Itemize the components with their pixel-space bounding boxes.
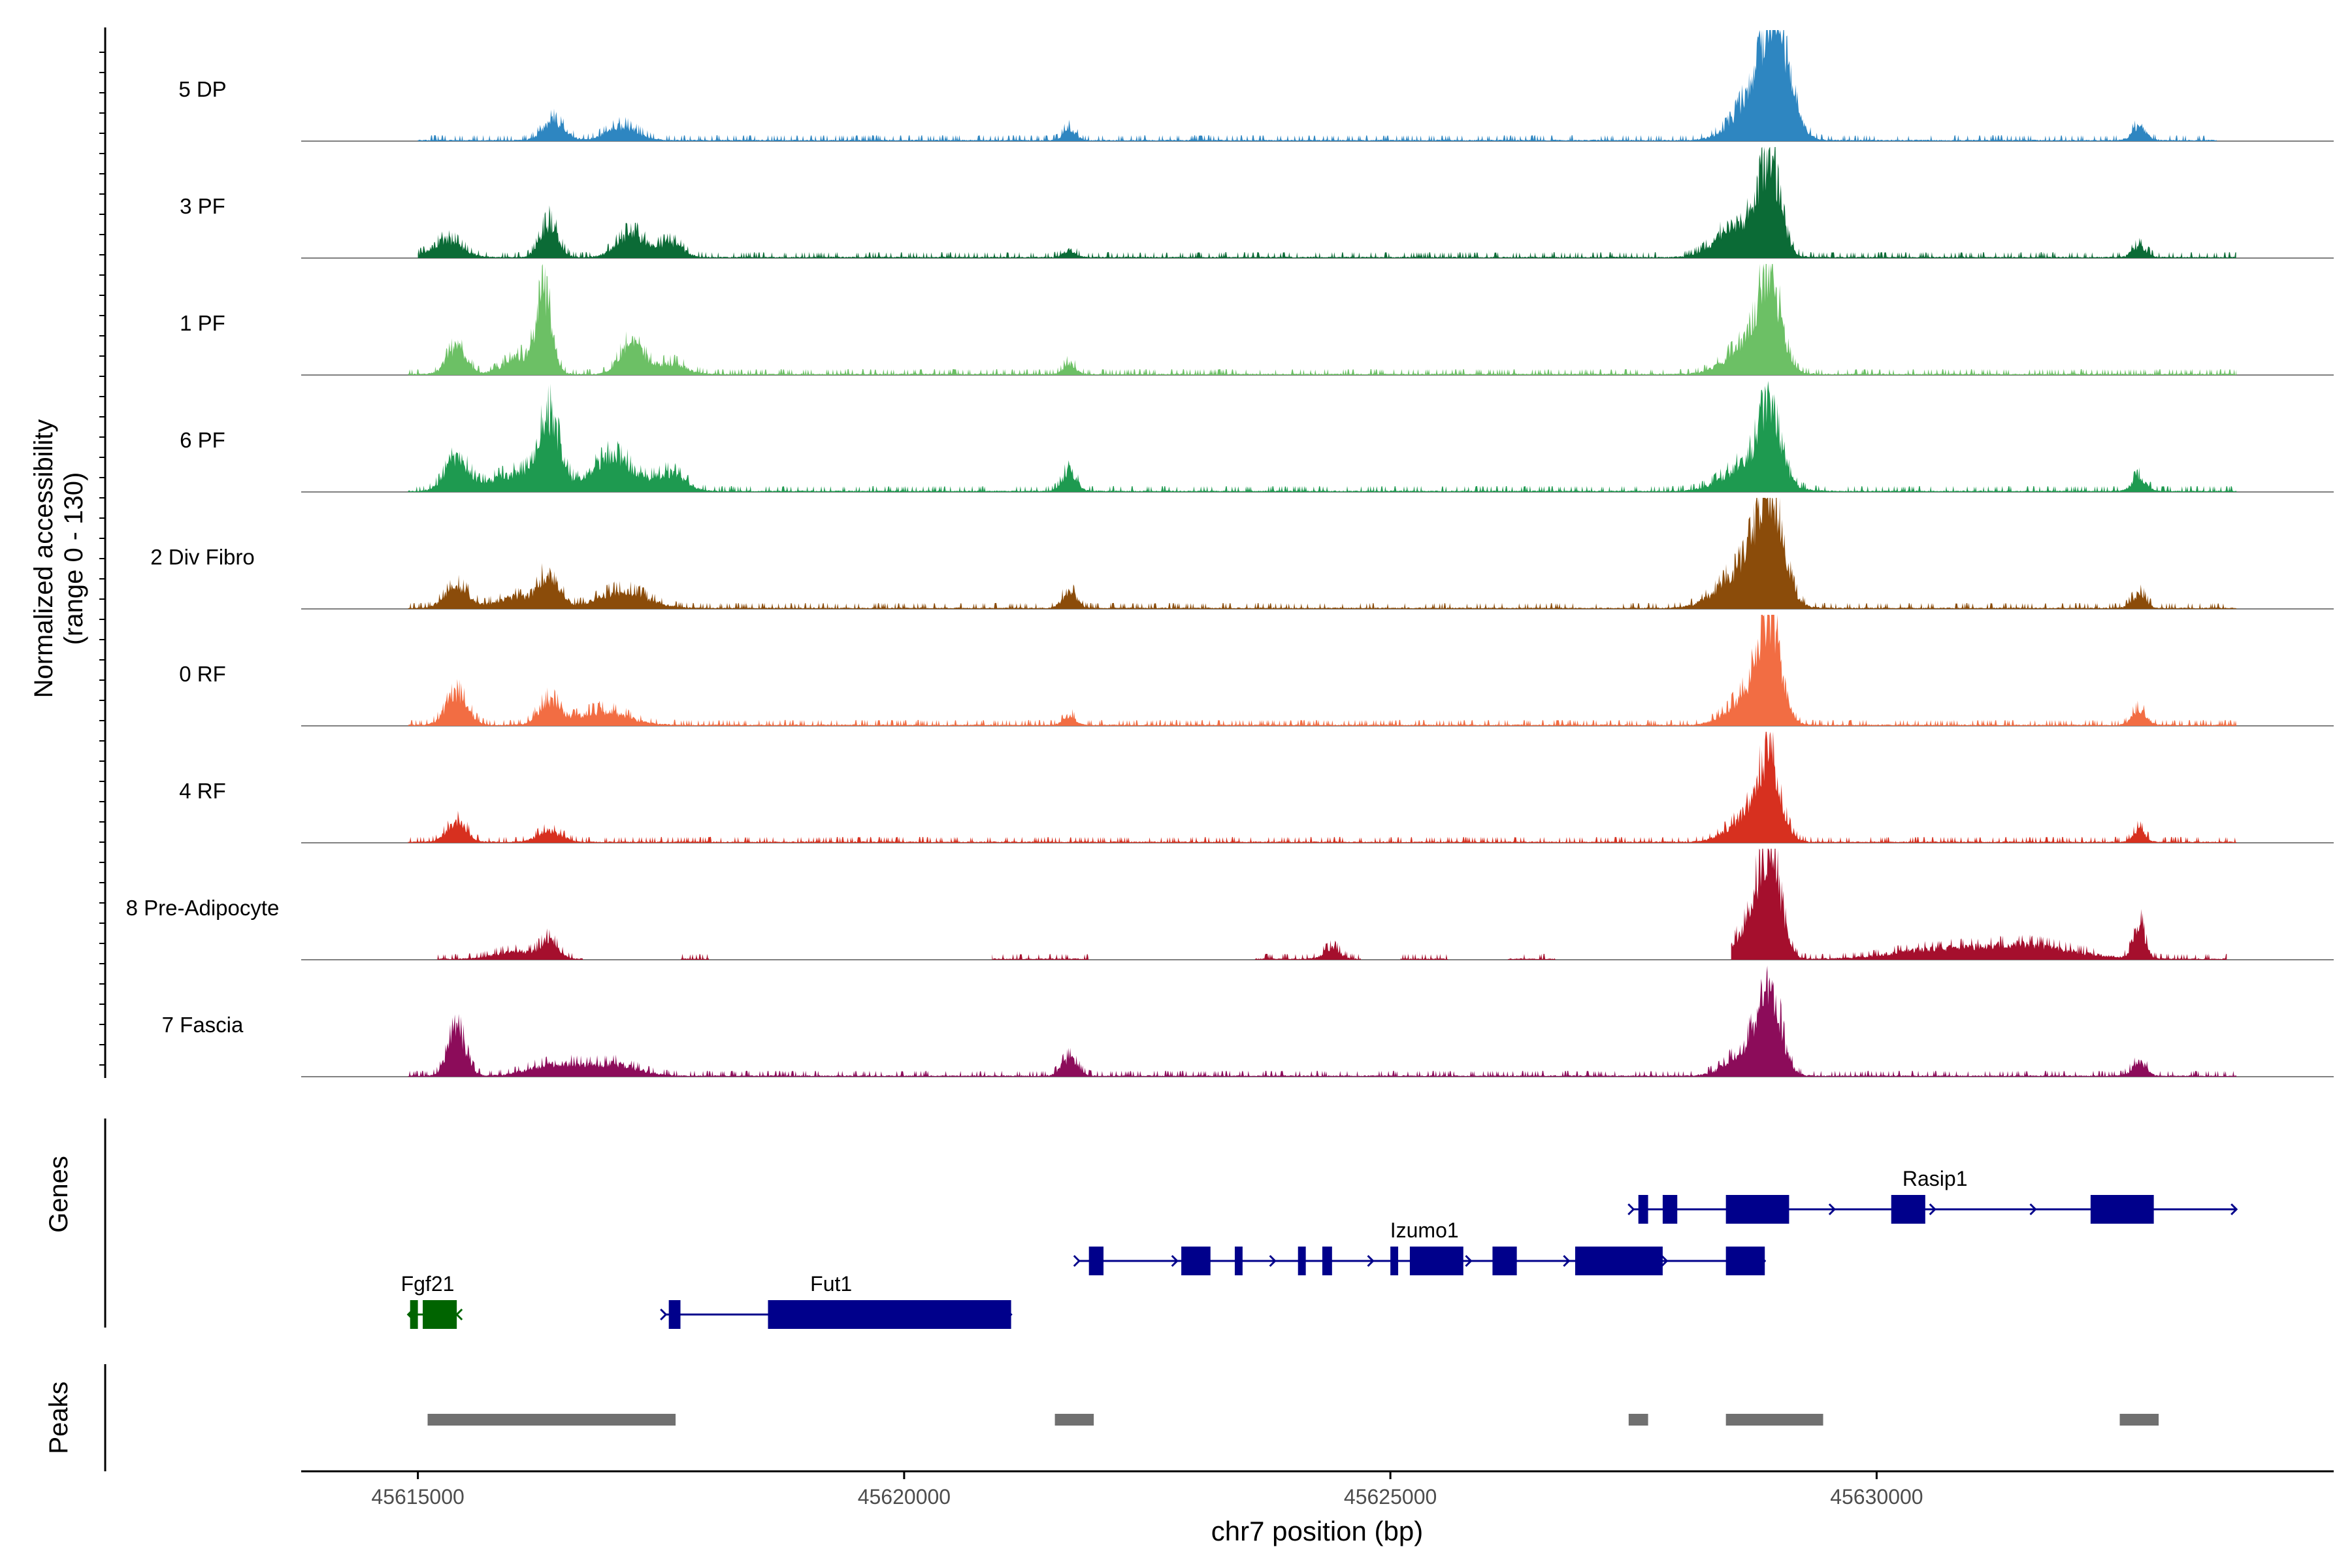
peak-region	[2119, 1414, 2159, 1426]
track-label-5-dp: 5 DP	[178, 77, 226, 101]
strand-chevron	[2230, 1203, 2238, 1216]
coverage-area	[408, 732, 2237, 843]
gene-exon	[423, 1300, 457, 1329]
gene-models: Fgf21 Fut1 Izumo1 Rasip1	[401, 1167, 2238, 1329]
gene-exon	[1492, 1247, 1517, 1275]
strand-chevron	[2029, 1203, 2037, 1216]
coverage-area	[408, 615, 2237, 726]
coverage-tracks	[301, 30, 2334, 1077]
x-tick-label: 45625000	[1344, 1485, 1437, 1509]
coverage-track	[301, 966, 2334, 1077]
gene-exon	[2090, 1195, 2154, 1224]
coverage-track	[301, 147, 2334, 259]
gene-exon	[1891, 1195, 1925, 1224]
coverage-area	[1400, 954, 1448, 960]
peak-region	[1628, 1414, 1648, 1426]
track-label-1-pf: 1 PF	[180, 311, 225, 335]
coverage-area	[408, 381, 2237, 492]
coverage-track	[301, 498, 2334, 610]
gene-exon	[1298, 1247, 1306, 1275]
gene-exon	[1088, 1247, 1104, 1275]
coverage-area	[417, 30, 2217, 141]
peak-region	[1725, 1414, 1823, 1426]
gene-exon	[1662, 1195, 1678, 1224]
track-label-2-div-fibro: 2 Div Fibro	[150, 545, 255, 569]
gene-exon	[668, 1300, 681, 1329]
gene-model	[1073, 1247, 1767, 1275]
coverage-area	[408, 966, 2237, 1077]
strand-chevron	[1828, 1203, 1837, 1216]
gene-model	[1627, 1195, 2238, 1224]
coverage-area	[992, 953, 1089, 960]
peaks-track-label: Peaks	[44, 1381, 73, 1454]
coverage-track	[301, 732, 2334, 843]
gene-exon	[1390, 1247, 1399, 1275]
coverage-area	[408, 498, 2237, 609]
gene-label-fgf21: Fgf21	[401, 1272, 455, 1296]
coverage-area	[1254, 940, 1361, 960]
x-tick-label: 45630000	[1830, 1485, 1923, 1509]
strand-chevron	[1563, 1254, 1571, 1267]
gene-exon	[1725, 1195, 1789, 1224]
coverage-track	[301, 381, 2334, 493]
strand-chevron	[1465, 1254, 1473, 1267]
track-label-4-rf: 4 RF	[179, 779, 226, 803]
track-label-8-pre-adipocyte: 8 Pre-Adipocyte	[126, 896, 280, 920]
coverage-area	[681, 953, 709, 960]
gene-label-rasip1: Rasip1	[1903, 1167, 1968, 1190]
strand-chevron	[1627, 1203, 1635, 1216]
strand-chevron	[1171, 1254, 1179, 1267]
coverage-track	[301, 264, 2334, 376]
genes-track-label: Genes	[44, 1156, 73, 1233]
gene-exon	[1638, 1195, 1648, 1224]
strand-chevron	[1929, 1203, 1936, 1216]
strand-chevron	[1073, 1254, 1081, 1267]
x-axis-ticks: 45615000 45620000 45625000 45630000	[371, 1471, 1923, 1509]
strand-chevron	[1661, 1254, 1669, 1267]
gene-exon	[410, 1300, 418, 1329]
gene-exon	[1234, 1247, 1243, 1275]
gene-exon	[1322, 1247, 1332, 1275]
gene-exon	[1725, 1247, 1765, 1275]
x-tick-label: 45620000	[858, 1485, 951, 1509]
coverage-area	[417, 147, 2236, 258]
coverage-track	[301, 849, 2334, 960]
track-label-6-pf: 6 PF	[180, 428, 225, 452]
coverage-y-axis-ticks	[99, 52, 105, 1066]
x-tick-label: 45615000	[371, 1485, 464, 1509]
peak-region	[1054, 1414, 1094, 1426]
coverage-track	[301, 615, 2334, 727]
coverage-track	[301, 30, 2334, 142]
coverage-area	[1731, 849, 2227, 960]
x-axis-title: chr7 position (bp)	[1211, 1516, 1424, 1546]
track-label-0-rf: 0 RF	[179, 662, 226, 686]
y-axis-title-line2: (range 0 - 130)	[59, 472, 88, 645]
gene-label-izumo1: Izumo1	[1390, 1218, 1459, 1242]
gene-label-fut1: Fut1	[810, 1272, 852, 1296]
strand-chevron	[1269, 1254, 1277, 1267]
coverage-area	[437, 928, 583, 960]
track-label-3-pf: 3 PF	[180, 194, 225, 218]
coverage-area	[408, 264, 2237, 375]
gene-model	[406, 1300, 463, 1329]
peak-region	[427, 1414, 676, 1426]
strand-chevron	[660, 1308, 668, 1321]
gene-exon	[1575, 1247, 1663, 1275]
gene-model	[660, 1300, 1013, 1329]
gene-exon	[1409, 1247, 1463, 1275]
gene-exon	[768, 1300, 1011, 1329]
strand-chevron	[1367, 1254, 1375, 1267]
peak-regions	[427, 1414, 2159, 1426]
coverage-area	[1508, 953, 1556, 960]
gene-exon	[1181, 1247, 1211, 1275]
track-label-7-fascia: 7 Fascia	[162, 1013, 244, 1037]
y-axis-title-line1: Normalized accessibility	[29, 419, 58, 698]
